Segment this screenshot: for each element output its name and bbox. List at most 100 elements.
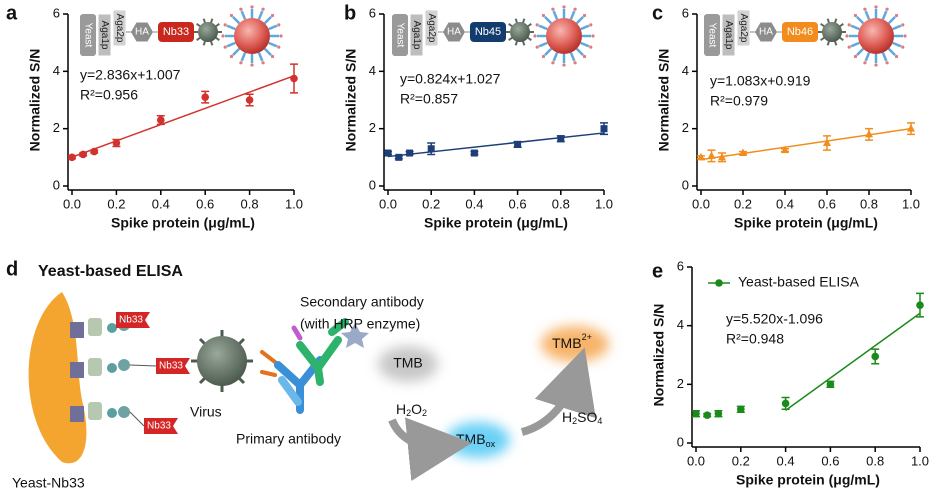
np-antibody [856, 16, 865, 25]
np-dot [261, 7, 265, 11]
x-tick-label: 1.0 [595, 196, 613, 211]
x-tick-label: 0.4 [777, 453, 795, 468]
np-dot [541, 54, 546, 59]
np-dot [591, 34, 595, 38]
np-antibody [263, 47, 272, 56]
np-dot [551, 61, 555, 65]
panel-label: c [652, 2, 663, 24]
np-dot [239, 61, 243, 65]
np-antibody [232, 16, 241, 25]
inset-label: HA [447, 27, 461, 38]
x-tick-label: 0.0 [692, 196, 710, 211]
tmb2-label: TMB2+ [552, 332, 592, 350]
tmb-label: TMB [393, 355, 423, 371]
annotation: R²=0.948 [726, 331, 784, 347]
ha-hexagon [443, 22, 465, 42]
y-axis-title: Normalized S/N [343, 49, 359, 152]
x-axis-title: Spike protein (μg/mL) [734, 215, 878, 231]
point [715, 279, 723, 287]
np-antibody [263, 16, 272, 25]
inset-label: Nb46 [787, 26, 813, 38]
y-tick-label: 4 [369, 63, 376, 78]
fit-line [700, 127, 912, 161]
aga1p-box [409, 13, 424, 57]
point [157, 116, 165, 124]
x-axis-title: Spike protein (μg/mL) [111, 215, 255, 231]
x-tick-label: 0.6 [818, 196, 836, 211]
np-dot [229, 54, 234, 59]
t: TMB [552, 335, 582, 351]
np-dot [239, 7, 243, 11]
np-dot [533, 34, 537, 38]
np-antibody [569, 52, 576, 62]
point [79, 150, 87, 159]
y-axis-title: Normalized S/N [651, 304, 667, 407]
x-tick-label: 0.4 [152, 196, 170, 211]
np-dot [250, 63, 254, 67]
point [737, 405, 745, 414]
x-tick-label: 0.0 [379, 196, 397, 211]
nanoparticle [858, 18, 894, 54]
fit-line [71, 75, 295, 158]
np-dot [573, 61, 577, 65]
h2o2-label: H2O2 [396, 401, 427, 419]
y-tick-label: 6 [677, 258, 684, 273]
h2so4-label: H2SO4 [562, 409, 602, 427]
y-tick-label: 0 [677, 434, 684, 449]
np-dot [894, 54, 899, 59]
nb-box [782, 22, 818, 42]
y-tick-label: 0 [682, 177, 689, 192]
inset-label: Aga2p [426, 14, 437, 43]
np-antibody [226, 41, 236, 48]
inset-label: Nb45 [475, 26, 501, 38]
point [781, 399, 790, 408]
np-antibody [892, 41, 902, 48]
np-dot [250, 5, 254, 9]
x-tick-label: 0.2 [107, 196, 125, 211]
nb-tag: Nb33 [119, 315, 143, 326]
x-tick-label: 0.2 [734, 196, 752, 211]
np-antibody [892, 24, 902, 31]
x-tick-label: 0.6 [509, 196, 527, 211]
np-dot [562, 63, 566, 67]
t: ox [486, 439, 496, 449]
inset-label: Aga1p [411, 21, 422, 50]
np-dot [223, 45, 227, 49]
np-dot [582, 13, 587, 18]
primary-label: Primary antibody [236, 431, 341, 447]
point [718, 152, 726, 161]
x-tick-label: 0.2 [732, 453, 750, 468]
x-tick-label: 0.4 [465, 196, 483, 211]
point [916, 301, 924, 309]
inset-label: Aga2p [738, 14, 749, 43]
point [781, 145, 789, 154]
np-dot [270, 13, 275, 18]
np-antibody [268, 41, 278, 48]
np-dot [874, 5, 878, 9]
yeast-box [704, 14, 720, 56]
aga2p-box [112, 9, 127, 47]
point [427, 145, 435, 153]
inset-label: Aga1p [99, 21, 110, 50]
point [823, 138, 831, 146]
np-antibody [580, 41, 590, 48]
np-dot [229, 13, 234, 18]
nb-tag: Nb33 [159, 361, 183, 372]
x-tick-label: 0.8 [241, 196, 259, 211]
y-tick-label: 6 [53, 5, 60, 20]
x-axis-title: Spike protein (μg/mL) [424, 215, 568, 231]
point [245, 96, 254, 104]
point [406, 149, 414, 157]
y-tick-label: 0 [53, 177, 60, 192]
np-antibody [232, 47, 241, 56]
point [871, 352, 879, 361]
inset: Yeast Aga1p Aga2p HA Nb46 [704, 5, 907, 67]
virus [198, 22, 218, 42]
nb-tag: Nb33 [147, 421, 171, 432]
y-tick-label: 6 [369, 5, 376, 20]
x-tick-label: 0.8 [860, 196, 878, 211]
point [384, 149, 392, 157]
np-antibody [850, 41, 860, 48]
point [707, 151, 716, 159]
yeast-box [392, 14, 408, 56]
